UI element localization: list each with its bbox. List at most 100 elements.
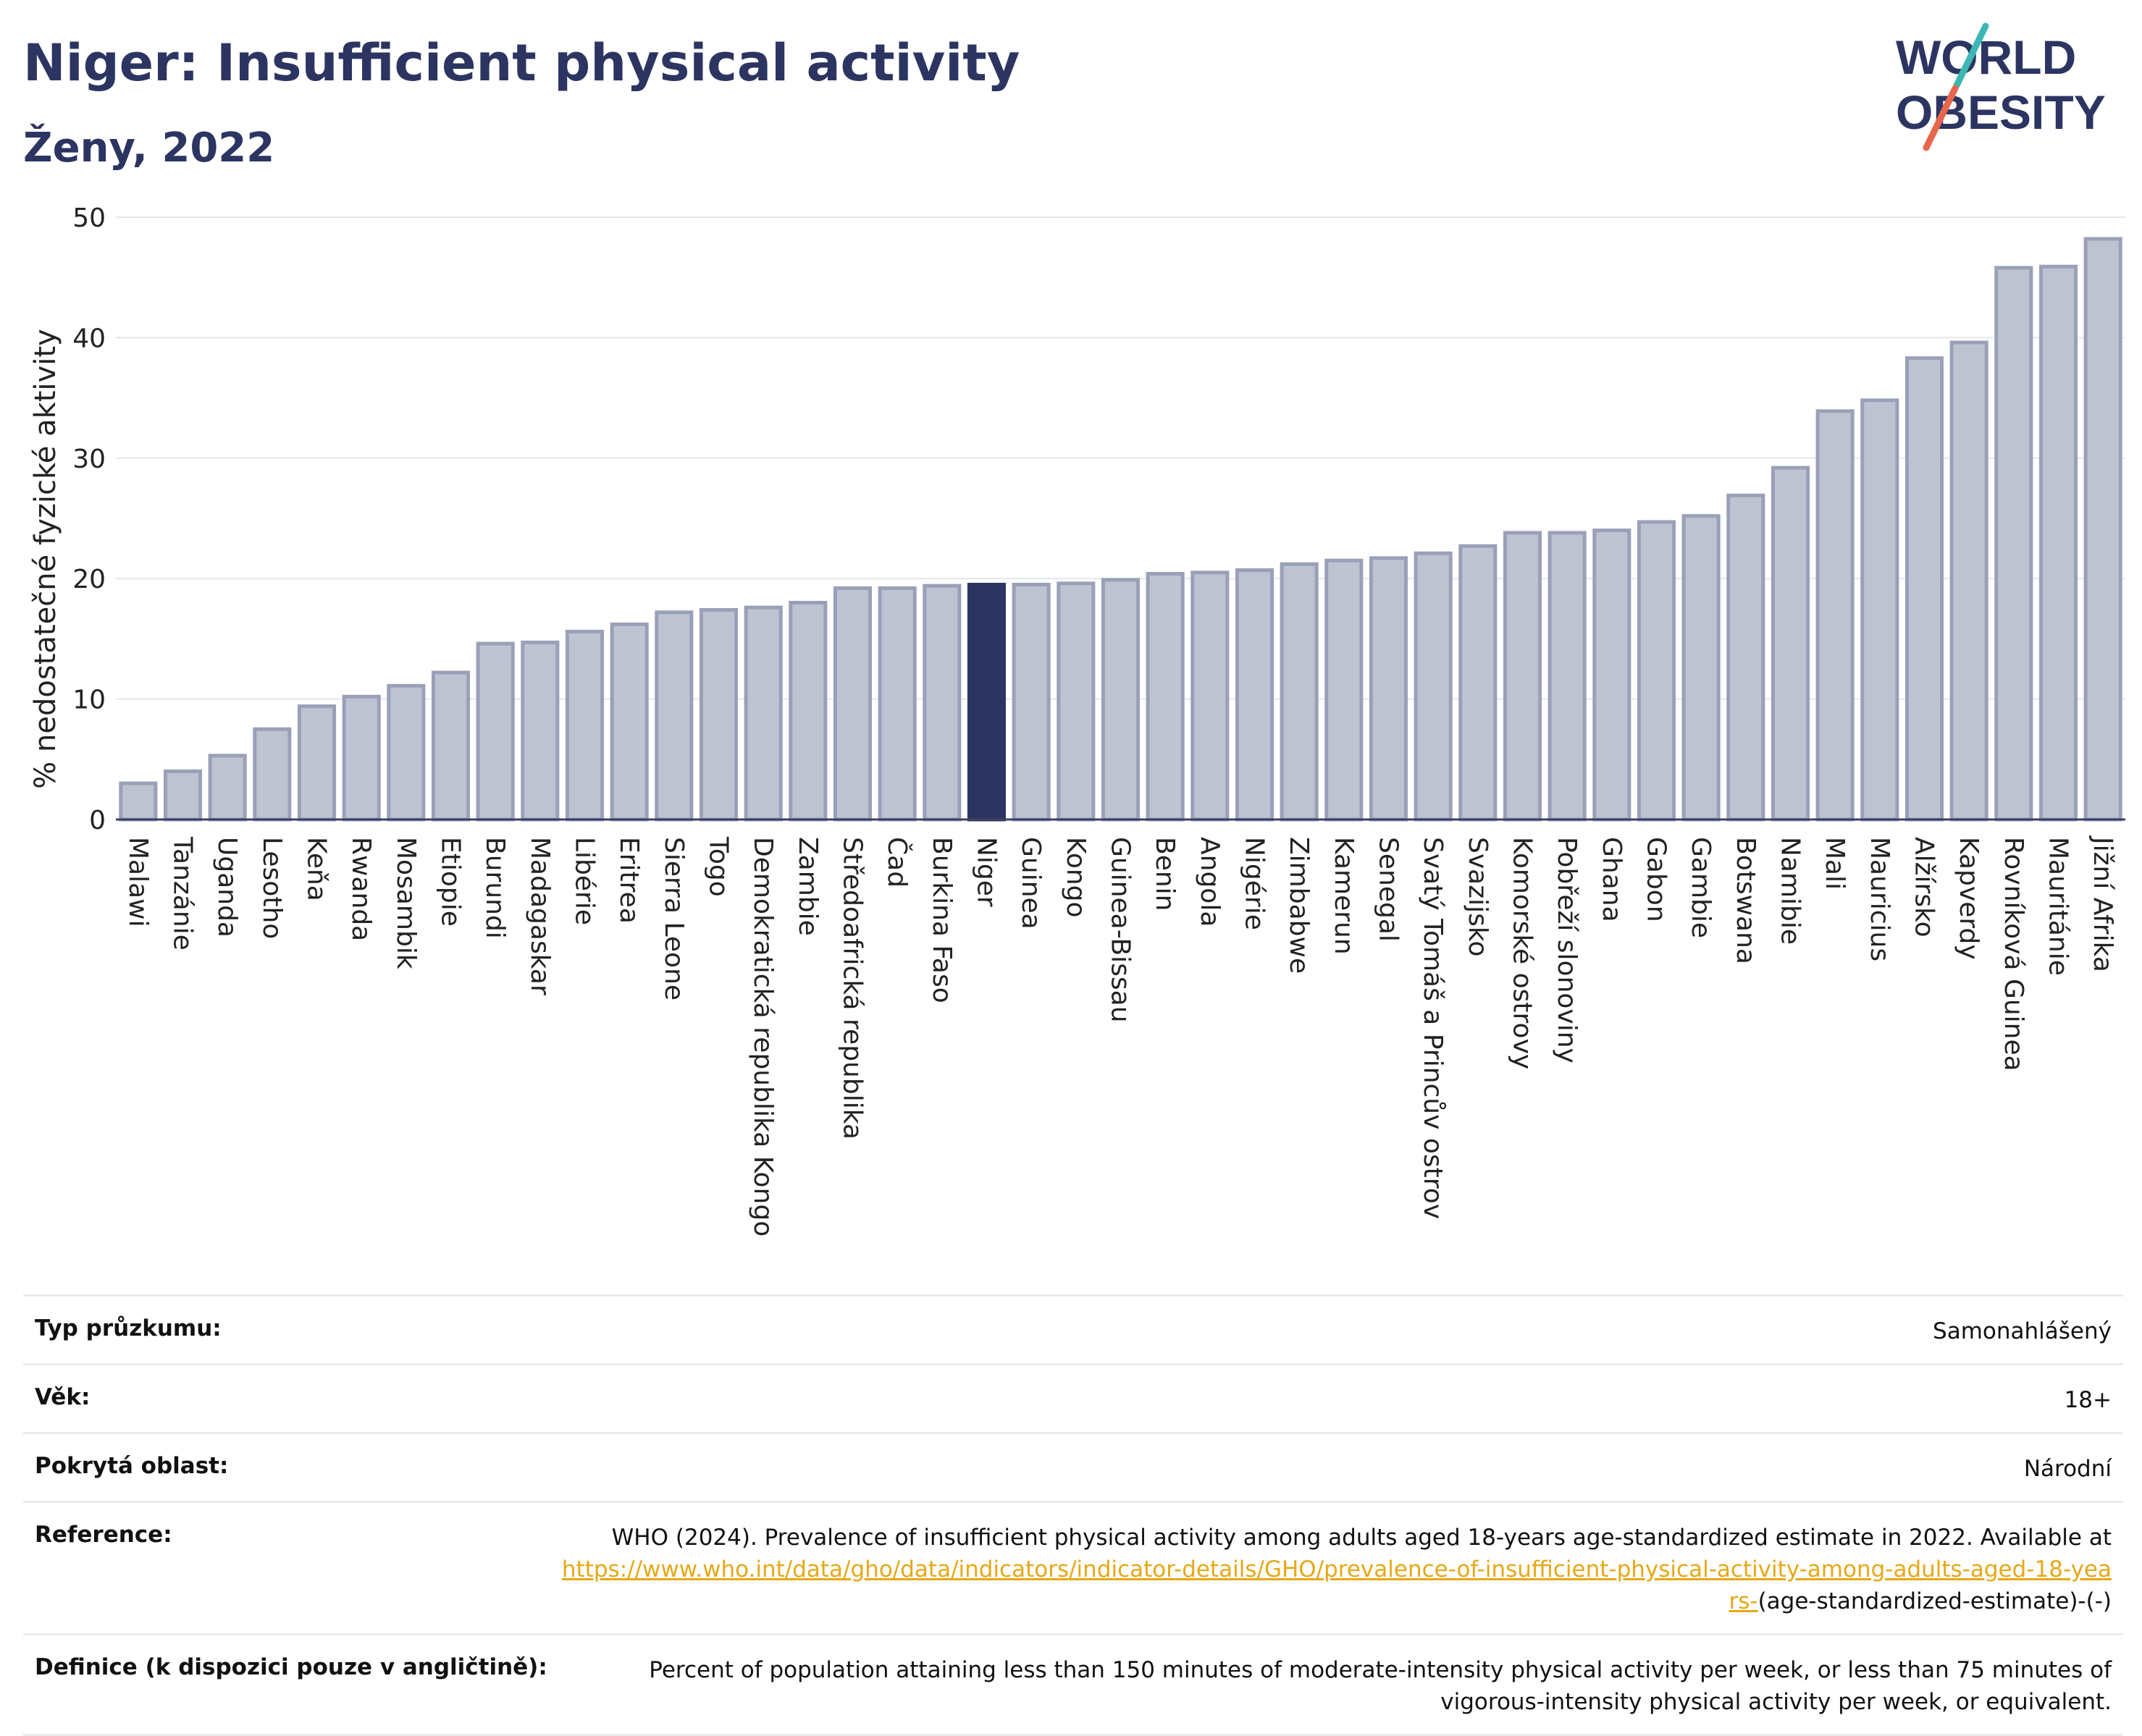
- x-tick-label: Tanzánie: [168, 836, 198, 951]
- x-tick-label: Malawi: [123, 837, 153, 927]
- x-tick-label: Namibie: [1776, 837, 1805, 945]
- bar: [521, 640, 560, 822]
- x-tick-label: Demokratická republika Kongo: [748, 837, 778, 1236]
- info-row-survey-type: Typ průzkumu: Samonahlášený: [23, 1294, 2123, 1363]
- bar: [163, 769, 203, 822]
- bar: [1726, 493, 1765, 822]
- info-label: Reference:: [35, 1522, 172, 1548]
- bar: [1815, 409, 1855, 822]
- y-tick-label: 0: [89, 806, 106, 835]
- x-tick-label: Keňa: [302, 837, 332, 901]
- bar: [1190, 570, 1230, 822]
- x-tick-label: Guinea: [1016, 837, 1046, 930]
- bar: [387, 683, 426, 822]
- x-tick-label: Středoafrická republika: [838, 837, 868, 1139]
- x-tick-label: Kamerun: [1329, 837, 1358, 955]
- x-tick-label: Benin: [1150, 837, 1180, 911]
- x-tick-label: Nigérie: [1240, 837, 1269, 930]
- x-tick-label: Gambie: [1686, 837, 1715, 938]
- bar: [833, 586, 873, 822]
- bar: [1235, 568, 1274, 822]
- logo-slash-coral: [1923, 85, 1959, 151]
- bar: [2038, 264, 2078, 822]
- x-tick-label: Uganda: [212, 837, 242, 937]
- x-tick-label: Mauritánie: [2044, 837, 2073, 976]
- x-tick-label: Komorské ostrovy: [1508, 837, 1537, 1069]
- x-tick-label: Kapverdy: [1954, 837, 1983, 960]
- world-obesity-logo: WORLD OBESITY: [1896, 22, 2106, 151]
- x-tick-label: Svazijsko: [1463, 837, 1492, 956]
- info-label: Věk:: [35, 1384, 91, 1410]
- info-label: Pokrytá oblast:: [35, 1453, 229, 1479]
- bar: [297, 704, 337, 822]
- chart-title: Niger: Insufficient physical activity: [23, 33, 1020, 93]
- bars: [119, 237, 2122, 822]
- bar: [1101, 578, 1141, 822]
- x-tick-label: Mosambik: [391, 837, 421, 969]
- bar: [1637, 520, 1676, 822]
- info-value: 18+: [2064, 1387, 2112, 1413]
- x-tick-label: Alžírsko: [1910, 837, 1939, 937]
- logo-line2: OBESITY: [1896, 85, 2106, 139]
- reference-text-after: (age-standardized-estimate)-(-): [1757, 1588, 2112, 1614]
- x-tick-label: Burundi: [480, 837, 510, 939]
- bar: [789, 600, 828, 822]
- x-tick-label: Senegal: [1374, 837, 1403, 942]
- x-tick-label: Zambie: [793, 837, 823, 936]
- bar: [923, 583, 962, 822]
- x-tick-label: Guinea-Bissau: [1106, 837, 1135, 1023]
- bar-highlighted: [967, 583, 1007, 822]
- x-tick-label: Sierra Leone: [659, 837, 689, 1000]
- bar: [1904, 356, 1944, 822]
- x-tick-label: Botswana: [1731, 837, 1760, 964]
- x-tick-label: Niger: [972, 837, 1001, 907]
- y-tick-label: 50: [72, 203, 106, 233]
- x-tick-label: Pobřeží slonoviny: [1552, 837, 1582, 1063]
- info-value: Percent of population attaining less tha…: [649, 1657, 2112, 1715]
- bar: [1458, 544, 1498, 822]
- info-value: WHO (2024). Prevalence of insufficient p…: [555, 1522, 2112, 1617]
- x-tick-label: Togo: [704, 836, 734, 897]
- x-tick-label: Madagaskar: [525, 837, 555, 995]
- bar: [699, 607, 739, 822]
- info-label: Typ průzkumu:: [35, 1315, 222, 1341]
- bar: [1592, 528, 1631, 822]
- reference-text: WHO (2024). Prevalence of insufficient p…: [611, 1525, 2112, 1551]
- x-tick-label: Čad: [882, 837, 912, 888]
- bar: [610, 622, 649, 822]
- x-tick-label: Mali: [1820, 837, 1849, 890]
- bar: [1012, 583, 1051, 822]
- bar: [1280, 562, 1319, 822]
- reference-link[interactable]: https://www.who.int/data/gho/data/indica…: [561, 1556, 2112, 1614]
- x-tick-label: Rwanda: [346, 837, 376, 941]
- x-tick-label: Jižní Afrika: [2088, 835, 2117, 972]
- chart-subtitle: Ženy, 2022: [23, 125, 275, 172]
- x-tick-label: Lesotho: [257, 837, 287, 939]
- x-tick-label: Zimbabwe: [1284, 837, 1314, 974]
- info-value: Národní: [2023, 1456, 2112, 1482]
- x-tick-label: Ghana: [1597, 837, 1626, 922]
- y-tick-label: 20: [72, 565, 106, 594]
- bar: [655, 610, 694, 822]
- x-tick-label: Gabon: [1642, 837, 1671, 922]
- info-table: Typ průzkumu: Samonahlášený Věk: 18+ Pok…: [23, 1294, 2123, 1736]
- x-tick-label: Svatý Tomáš a Princův ostrov: [1418, 837, 1448, 1219]
- logo-slash-teal: [1953, 22, 1989, 89]
- x-tick-label: Angola: [1195, 837, 1225, 927]
- bar-chart: 0 10 20 30 40 50 Malawi Tanzánie Uganda Lesotho Ke…: [29, 203, 2125, 1236]
- bar: [1681, 514, 1721, 822]
- logo-line1: WORLD: [1896, 30, 2076, 84]
- bar: [1949, 340, 1988, 822]
- bar: [476, 641, 515, 822]
- bar: [431, 670, 471, 822]
- x-tick-label: Burkina Faso: [927, 837, 957, 1003]
- y-tick-label: 40: [72, 324, 106, 353]
- info-label: Definice (k dispozici pouze v angličtině…: [35, 1654, 547, 1680]
- bar: [565, 629, 605, 822]
- bar: [1057, 581, 1096, 822]
- info-row-reference: Reference: WHO (2024). Prevalence of ins…: [23, 1501, 2123, 1633]
- x-tick-label: Eritrea: [614, 837, 644, 924]
- bar: [253, 727, 292, 822]
- bar: [2083, 237, 2122, 822]
- bar: [1414, 551, 1453, 822]
